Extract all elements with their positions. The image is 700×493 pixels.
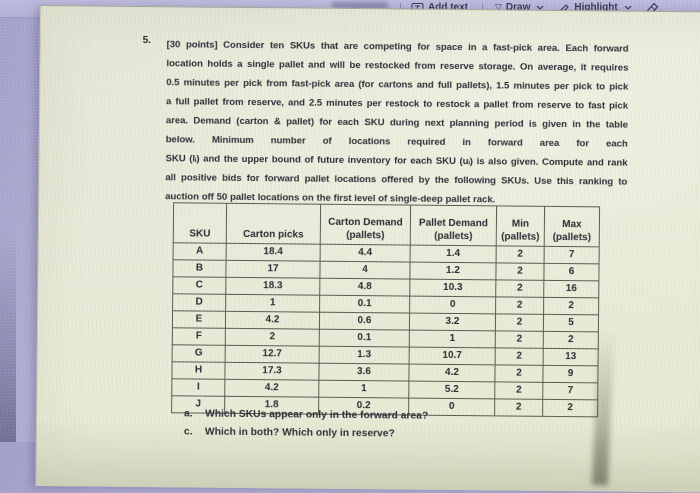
column-header-min: Min (pallets) <box>496 205 545 247</box>
cell-carton-picks: 1 <box>225 294 320 313</box>
cell-sku: G <box>172 344 226 363</box>
cell-sku: H <box>171 361 226 380</box>
header-row: SKU Carton picks Carton Demand (pallets) … <box>173 202 600 247</box>
cell-max: 7 <box>544 246 600 264</box>
question-text: Which in both? Which only in reserve? <box>204 426 395 440</box>
add-text-label: Add text <box>428 2 468 13</box>
cell-min: 2 <box>496 245 545 264</box>
document-page: 5. [30 points] Consider ten SKUs that ar… <box>35 5 700 493</box>
question-text: Which SKUs appear only in the forward ar… <box>205 408 429 422</box>
cell-carton-demand: 0.1 <box>319 295 410 314</box>
cell-min: 2 <box>495 296 544 315</box>
cell-carton-picks: 18.4 <box>226 243 321 262</box>
sku-table: SKU Carton picks Carton Demand (pallets) … <box>171 202 600 417</box>
cell-min: 2 <box>494 381 543 400</box>
cell-min: 2 <box>494 398 543 417</box>
toolbar-separator <box>482 2 483 13</box>
cell-carton-picks: 18.3 <box>225 277 320 296</box>
cell-pallet-demand: 10.3 <box>409 279 496 297</box>
cell-pallet-demand: 10.7 <box>409 347 496 365</box>
cell-sku: C <box>172 276 226 295</box>
cell-max: 2 <box>542 399 598 417</box>
column-header-carton-demand: Carton Demand (pallets) <box>320 204 411 246</box>
cell-carton-picks: 4.2 <box>224 379 319 398</box>
column-header-max: Max (pallets) <box>544 206 600 247</box>
chevron-down-icon[interactable] <box>624 5 632 10</box>
screen-photo: Add text ▽ Draw Highlight <box>0 0 700 442</box>
toolbar-blurred-item <box>332 2 388 9</box>
cell-max: 13 <box>543 348 599 366</box>
cell-carton-demand: 0.1 <box>319 329 410 348</box>
highlight-label: Highlight <box>574 2 618 13</box>
background-shade <box>0 230 16 442</box>
question-letter: c. <box>183 426 193 438</box>
cell-min: 2 <box>495 262 545 281</box>
cell-max: 7 <box>542 382 598 400</box>
cell-max: 2 <box>543 297 599 315</box>
cell-sku: A <box>173 242 227 261</box>
cell-carton-demand: 4 <box>319 261 411 280</box>
cell-pallet-demand: 1.2 <box>409 262 497 280</box>
cell-pallet-demand: 1 <box>409 330 496 348</box>
cell-pallet-demand: 1.4 <box>410 245 497 263</box>
problem-number: 5. <box>142 34 152 47</box>
cell-min: 2 <box>495 313 544 332</box>
column-header-carton-picks: Carton picks <box>226 203 321 245</box>
question-c: c. Which in both? Which only in reserve? <box>184 426 395 439</box>
cell-pallet-demand: 4.2 <box>408 364 496 382</box>
cell-carton-picks: 17.3 <box>224 362 320 381</box>
cell-min: 2 <box>495 279 544 298</box>
cell-pallet-demand: 5.2 <box>408 381 495 399</box>
cell-carton-demand: 1.3 <box>319 346 410 365</box>
cell-carton-picks: 4.2 <box>225 311 320 330</box>
cell-carton-picks: 17 <box>225 260 321 279</box>
cell-max: 5 <box>543 314 599 332</box>
question-a: a. Which SKUs appear only in the forward … <box>184 408 428 421</box>
cell-max: 9 <box>542 365 599 383</box>
cell-sku: D <box>172 293 226 312</box>
cell-carton-demand: 4.4 <box>320 244 411 263</box>
cell-max: 16 <box>543 280 599 298</box>
cell-pallet-demand: 0 <box>409 296 496 314</box>
cell-min: 2 <box>495 330 544 349</box>
cell-sku: F <box>172 327 226 346</box>
cell-sku: I <box>171 378 225 397</box>
cell-carton-demand: 0.6 <box>319 312 410 331</box>
cell-carton-demand: 1 <box>318 380 409 399</box>
cell-sku: E <box>172 310 226 329</box>
cell-pallet-demand: 3.2 <box>409 313 496 331</box>
draw-label: Draw <box>505 2 531 13</box>
column-header-sku: SKU <box>173 202 227 244</box>
cell-carton-demand: 4.8 <box>319 278 410 297</box>
problem-paragraph: [30 points] Consider ten SKUs that are c… <box>165 35 629 210</box>
cell-sku: B <box>172 259 227 278</box>
cell-max: 6 <box>543 263 600 281</box>
cell-max: 2 <box>543 331 599 349</box>
cell-carton-picks: 12.7 <box>225 345 320 364</box>
question-letter: a. <box>184 408 193 420</box>
cell-min: 2 <box>495 347 544 366</box>
cell-carton-demand: 3.6 <box>318 363 410 382</box>
cell-min: 2 <box>494 364 544 383</box>
cell-carton-picks: 2 <box>225 328 320 347</box>
draw-icon: ▽ <box>495 2 502 12</box>
column-header-pallet-demand: Pallet Demand (pallets) <box>410 205 497 246</box>
problem-block: 5. [30 points] Consider ten SKUs that ar… <box>141 35 635 211</box>
